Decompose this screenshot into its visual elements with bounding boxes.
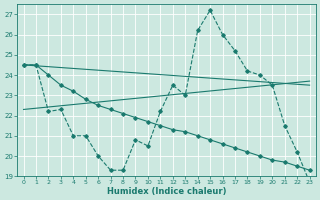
X-axis label: Humidex (Indice chaleur): Humidex (Indice chaleur): [107, 187, 226, 196]
